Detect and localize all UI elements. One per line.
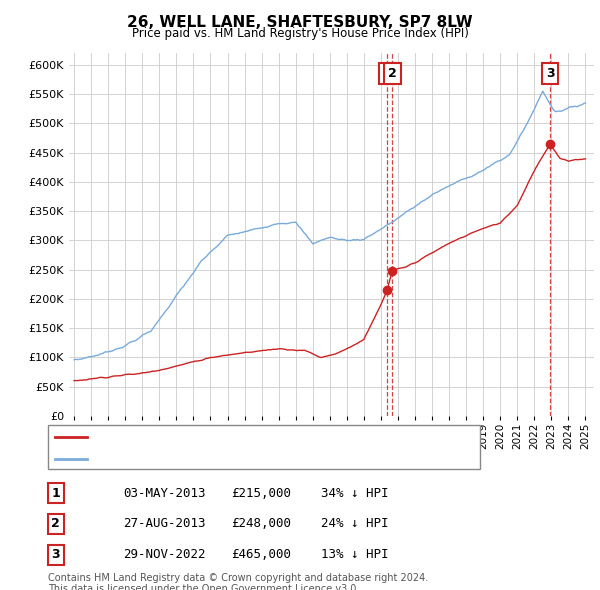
Text: 2: 2 [52,517,60,530]
Text: 1: 1 [383,67,392,80]
Text: 26, WELL LANE, SHAFTESBURY, SP7 8LW: 26, WELL LANE, SHAFTESBURY, SP7 8LW [127,15,473,30]
Text: 27-AUG-2013: 27-AUG-2013 [123,517,205,530]
Text: 3: 3 [52,548,60,561]
Text: Price paid vs. HM Land Registry's House Price Index (HPI): Price paid vs. HM Land Registry's House … [131,27,469,40]
Text: 3: 3 [546,67,554,80]
Text: 34% ↓ HPI: 34% ↓ HPI [321,487,389,500]
Text: £248,000: £248,000 [231,517,291,530]
Text: £215,000: £215,000 [231,487,291,500]
Text: 24% ↓ HPI: 24% ↓ HPI [321,517,389,530]
Text: 29-NOV-2022: 29-NOV-2022 [123,548,205,561]
Text: £465,000: £465,000 [231,548,291,561]
Text: HPI: Average price, detached house, Dorset: HPI: Average price, detached house, Dors… [93,454,336,464]
Text: 26, WELL LANE, SHAFTESBURY, SP7 8LW (detached house): 26, WELL LANE, SHAFTESBURY, SP7 8LW (det… [93,432,421,442]
Text: 2: 2 [388,67,397,80]
Text: 13% ↓ HPI: 13% ↓ HPI [321,548,389,561]
Text: 03-MAY-2013: 03-MAY-2013 [123,487,205,500]
Text: Contains HM Land Registry data © Crown copyright and database right 2024.
This d: Contains HM Land Registry data © Crown c… [48,573,428,590]
Text: 1: 1 [52,487,60,500]
